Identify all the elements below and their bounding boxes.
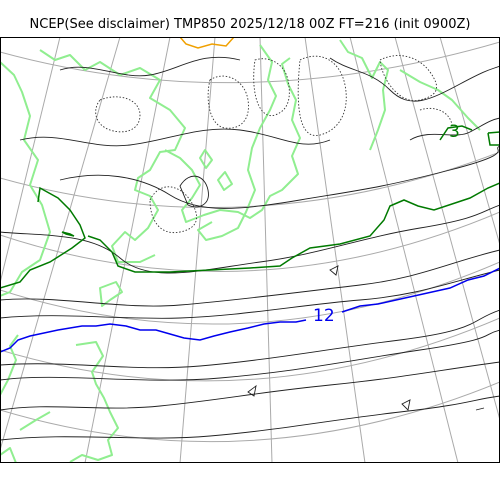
temperature-map: 12 3 [0,37,500,463]
map-title: NCEP(See disclaimer) TMP850 2025/12/18 0… [29,17,471,32]
isotherm-12-label: 12 [313,306,335,326]
isotherm-3-label: 3 [449,122,460,142]
isotherm-warm [179,37,235,49]
isotherm-3-small [61,231,75,237]
isotherm-12 [0,267,500,353]
isotherms-minor [0,56,500,441]
coastlines [0,39,481,463]
latitude-lines [0,41,500,443]
isotherm-3-north [439,125,500,146]
isotherm-3 [0,182,500,289]
isotherms-negative [95,55,453,234]
